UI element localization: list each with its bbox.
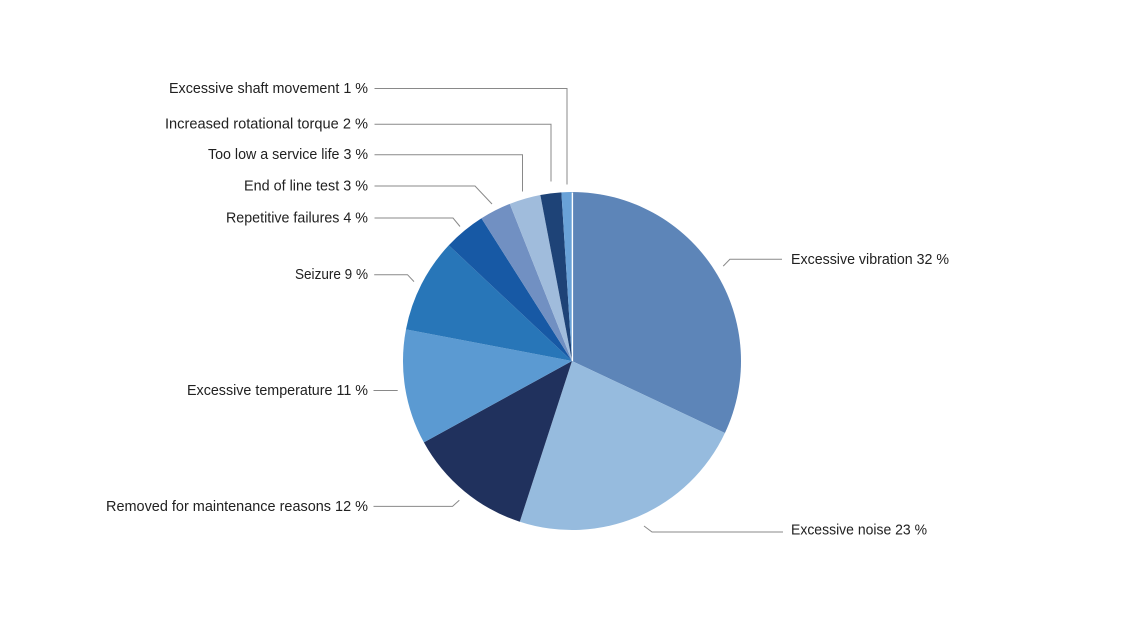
svg-text:Increased rotational torque 2: Increased rotational torque 2 %	[165, 116, 368, 133]
svg-text:Seizure 9 %: Seizure 9 %	[295, 266, 368, 283]
svg-text:Repetitive failures 4 %: Repetitive failures 4 %	[226, 209, 368, 226]
svg-text:Excessive vibration 32 %: Excessive vibration 32 %	[791, 251, 949, 268]
svg-text:Too low a service life 3 %: Too low a service life 3 %	[208, 146, 368, 163]
svg-text:End of line test 3 %: End of line test 3 %	[244, 177, 368, 194]
svg-text:Removed for maintenance reason: Removed for maintenance reasons 12 %	[106, 498, 368, 515]
svg-text:Excessive noise 23 %: Excessive noise 23 %	[791, 522, 927, 539]
svg-text:Excessive shaft movement 1 %: Excessive shaft movement 1 %	[169, 80, 368, 97]
svg-text:Excessive temperature 11 %: Excessive temperature 11 %	[187, 382, 368, 399]
